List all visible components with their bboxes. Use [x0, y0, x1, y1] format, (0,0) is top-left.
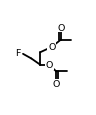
Text: O: O — [48, 43, 55, 52]
Text: F: F — [16, 49, 21, 58]
Text: O: O — [53, 80, 60, 89]
Text: O: O — [48, 43, 55, 52]
Text: O: O — [46, 61, 53, 70]
Text: O: O — [53, 80, 60, 89]
Text: O: O — [57, 23, 64, 32]
Text: O: O — [57, 23, 64, 32]
Text: O: O — [46, 61, 53, 70]
Text: F: F — [16, 49, 21, 58]
